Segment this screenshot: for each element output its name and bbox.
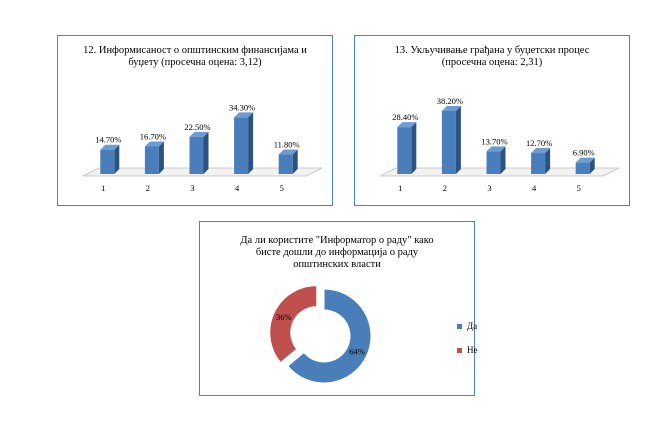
x-tick-label-2-2: 2 [443, 183, 447, 193]
donut-slice-yes [287, 288, 372, 384]
chart-2-plot: 28.40% 1 38.20% 2 13.70% 3 12.70% 4 6.90% 5 [379, 96, 620, 193]
bar-top-2-4 [531, 148, 551, 154]
chart-1-title-line-1: 12. Информисаност о општинским финансија… [83, 45, 307, 56]
legend-label-no: Не [467, 345, 478, 355]
bar-1-4 [234, 117, 249, 174]
chart-3-title-line-1: Да ли користите "Информатор о раду" како [240, 235, 434, 246]
bar-top-1-3 [189, 131, 209, 137]
bar-side-2-2 [455, 105, 461, 174]
bar-2-4 [531, 153, 546, 174]
data-label-1-1: 14.70% [95, 135, 121, 145]
bar-top-1-2 [144, 141, 164, 147]
chart-1-plot: 14.70% 1 16.70% 2 22.50% 3 34.30% 4 11.80% 5 [82, 102, 323, 193]
chart-2-title-line-1: 13. Укључивање грађана у буџетски процес [394, 45, 590, 56]
bar-top-2-1 [397, 122, 417, 128]
donut-slice-no [269, 285, 318, 364]
chart-1-title-line-2: буџету (просечна оцена: 3,12) [128, 57, 262, 68]
donut-label-yes: 64% [349, 347, 365, 357]
x-tick-label-2-1: 1 [398, 183, 402, 193]
x-tick-label-1-5: 5 [280, 183, 284, 193]
bar-top-2-2 [441, 105, 461, 111]
bar-2-1 [397, 127, 412, 174]
x-tick-label-1-4: 4 [235, 183, 240, 193]
chart-3-plot: 64% 36% [269, 285, 372, 384]
legend-item-yes: Да [457, 320, 478, 332]
x-tick-label-1-2: 2 [146, 183, 150, 193]
legend-item-no: Не [457, 344, 478, 356]
data-label-2-3: 13.70% [481, 136, 507, 146]
legend-swatch-yes [457, 323, 462, 329]
bar-2-3 [486, 151, 501, 174]
x-tick-label-1-1: 1 [101, 183, 105, 193]
legend-swatch-no [457, 347, 462, 353]
bar-1-5 [278, 154, 293, 174]
data-label-1-3: 22.50% [184, 122, 210, 132]
bar-top-2-3 [486, 146, 506, 152]
bar-top-1-5 [278, 149, 298, 155]
chart-3-title-line-3: општинских власти [293, 259, 381, 270]
chart-3-title-line-2: бисте дошли до информација о раду [255, 247, 419, 258]
bar-2-2 [441, 110, 456, 174]
data-label-1-5: 11.80% [274, 140, 300, 150]
x-tick-label-2-4: 4 [532, 183, 537, 193]
donut-label-no: 36% [276, 312, 292, 322]
x-tick-label-2-3: 3 [487, 183, 491, 193]
bar-top-1-4 [234, 112, 254, 118]
bar-side-1-5 [292, 149, 298, 174]
chart-panel-1: 12. Информисаност о општинским финансија… [57, 35, 333, 206]
bar-top-1-1 [100, 144, 120, 150]
data-label-2-4: 12.70% [526, 138, 552, 148]
data-label-1-4: 34.30% [229, 102, 255, 112]
bar-side-1-3 [203, 131, 209, 174]
chart-3-legend: Да Не [457, 320, 478, 368]
bar-side-2-4 [545, 148, 551, 174]
chart-2-title: 13. Укључивање грађана у буџетски процес… [355, 45, 629, 69]
chart-2-title-line-2: (просечна оцена: 2,31) [441, 57, 543, 68]
bar-1-3 [189, 136, 204, 174]
data-label-2-1: 28.40% [392, 112, 418, 122]
bar-side-2-3 [500, 146, 506, 174]
legend-label-yes: Да [467, 321, 478, 331]
chart-panel-2: 13. Укључивање грађана у буџетски процес… [354, 35, 630, 206]
bar-1-1 [100, 149, 115, 174]
data-label-2-5: 6.90% [573, 148, 595, 158]
bar-side-2-5 [589, 157, 595, 174]
chart-panel-3: Да ли користите "Информатор о раду" како… [199, 221, 478, 396]
x-tick-label-1-3: 3 [190, 183, 194, 193]
bar-side-1-2 [158, 141, 164, 174]
data-label-2-2: 38.20% [437, 96, 463, 106]
bar-side-1-4 [248, 112, 254, 174]
data-label-1-2: 16.70% [140, 131, 166, 141]
bar-top-2-5 [575, 157, 595, 163]
bar-1-2 [144, 146, 159, 174]
chart-1-title: 12. Информисаност о општинским финансија… [58, 45, 332, 69]
bar-side-1-1 [114, 144, 120, 174]
chart-3-title: Да ли користите "Информатор о раду" како… [200, 235, 474, 271]
x-tick-label-2-5: 5 [577, 183, 581, 193]
bar-side-2-1 [411, 122, 417, 174]
bar-2-5 [575, 162, 590, 174]
